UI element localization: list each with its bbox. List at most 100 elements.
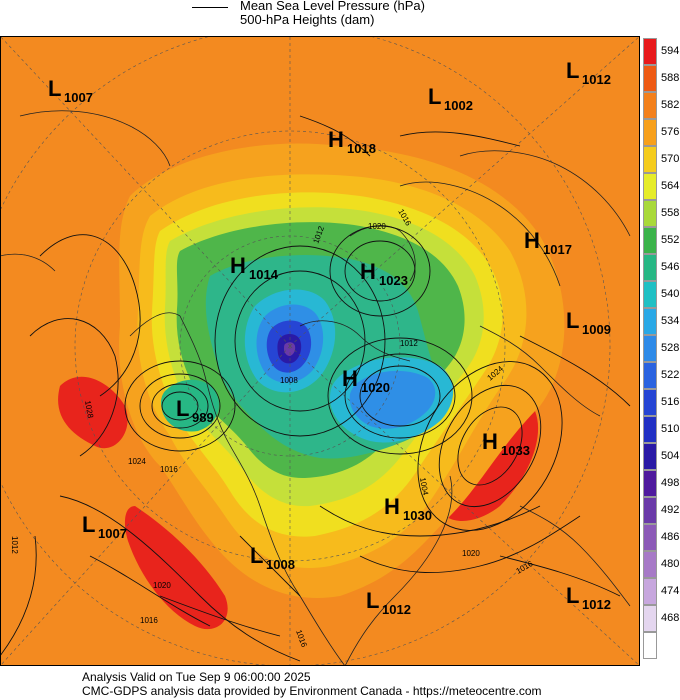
svg-text:L: L xyxy=(366,588,379,613)
svg-text:H: H xyxy=(360,259,376,284)
high-1018-north: H 1018 xyxy=(328,127,376,156)
colorbar-label: 588 xyxy=(661,71,680,84)
high-1020-canada: H 1020 xyxy=(342,366,390,395)
heights-528-canada xyxy=(349,370,436,429)
svg-text:1007: 1007 xyxy=(98,526,127,541)
isobar-legend-label: Mean Sea Level Pressure (hPa) xyxy=(240,0,425,13)
svg-text:H: H xyxy=(524,228,540,253)
colorbar-swatch xyxy=(643,389,657,416)
colorbar-swatch xyxy=(643,281,657,308)
svg-text:1008: 1008 xyxy=(266,557,295,572)
colorbar-label: 516 xyxy=(661,395,680,408)
svg-text:L: L xyxy=(250,543,263,568)
low-1012-southeast: L 1012 xyxy=(566,583,611,612)
colorbar-swatch xyxy=(643,65,657,92)
colorbar-label: 486 xyxy=(661,530,680,543)
colorbar-label: 480 xyxy=(661,557,680,570)
isobar-label: 1020 xyxy=(368,222,386,231)
pressure-centers: L 1007 L 1002 L 1012 H 1018 H 1017 H 101… xyxy=(48,58,611,617)
isobars xyxy=(0,115,631,662)
low-1002-north: L 1002 xyxy=(428,84,473,113)
colorbar-swatch xyxy=(643,524,657,551)
svg-text:1014: 1014 xyxy=(249,267,279,282)
colorbar-swatch xyxy=(643,38,657,65)
svg-text:1002: 1002 xyxy=(444,98,473,113)
svg-text:H: H xyxy=(384,494,400,519)
isobar-legend-line xyxy=(192,7,228,8)
colorbar-swatch xyxy=(643,254,657,281)
isobar-label: 1012 xyxy=(10,536,19,554)
colorbar-label: 546 xyxy=(661,260,680,273)
colorbar-swatch xyxy=(643,335,657,362)
svg-text:1023: 1023 xyxy=(379,273,408,288)
colorbar-label: 498 xyxy=(661,476,680,489)
isobar-label: 1008 xyxy=(280,376,298,385)
svg-text:H: H xyxy=(482,429,498,454)
isobar-label: 1024 xyxy=(128,457,146,466)
map-legend: Mean Sea Level Pressure (hPa) 500-hPa He… xyxy=(0,0,680,32)
colorbar-label: 534 xyxy=(661,314,680,327)
colorbar-label: 522 xyxy=(661,368,680,381)
colorbar-label: 474 xyxy=(661,584,680,597)
heights-492-polar xyxy=(284,342,296,356)
colorbar-swatch xyxy=(643,200,657,227)
isobar-label: 1020 xyxy=(462,549,480,558)
colorbar-swatch xyxy=(643,308,657,335)
svg-text:989: 989 xyxy=(192,410,214,425)
analysis-valid-time: Analysis Valid on Tue Sep 9 06:00:00 202… xyxy=(82,670,311,684)
map-frame xyxy=(0,36,640,666)
svg-text:H: H xyxy=(342,366,358,391)
high-1033-atlantic: H 1033 xyxy=(482,429,530,458)
svg-text:L: L xyxy=(82,512,95,537)
isobar-label: 1020 xyxy=(153,581,171,590)
svg-text:1012: 1012 xyxy=(382,602,411,617)
colorbar-label: 552 xyxy=(661,233,680,246)
low-1012-northeast: L 1012 xyxy=(566,58,611,87)
colorbar-label: 468 xyxy=(661,611,680,624)
colorbar-label: 594 xyxy=(661,44,680,57)
low-1007-northwest: L 1007 xyxy=(48,76,93,105)
colorbar-swatch xyxy=(643,146,657,173)
weather-map: 1016 1012 1020 1028 1008 1016 1016 1020 … xyxy=(0,36,640,666)
colorbar-label: 582 xyxy=(661,98,680,111)
low-1007-pacific: L 1007 xyxy=(82,512,127,541)
colorbar-swatch xyxy=(643,362,657,389)
svg-text:1012: 1012 xyxy=(582,597,611,612)
low-1008-usa: L 1008 xyxy=(250,543,295,572)
colorbar-label: 510 xyxy=(661,422,680,435)
colorbar-swatch xyxy=(643,470,657,497)
svg-text:1020: 1020 xyxy=(361,380,390,395)
isobar-label: 1028 xyxy=(83,400,95,420)
low-989-alaska: L 989 xyxy=(176,396,214,425)
colorbar-swatch xyxy=(643,92,657,119)
colorbar-swatch xyxy=(643,605,657,632)
low-1012-gulf: L 1012 xyxy=(366,588,411,617)
colorbar-label: 504 xyxy=(661,449,680,462)
colorbar-swatch xyxy=(643,227,657,254)
isobar-label: 1016 xyxy=(160,465,178,474)
colorbar-swatch xyxy=(643,551,657,578)
isobar-label: 1004 xyxy=(418,477,430,497)
isobar-label: 1016 xyxy=(140,616,158,625)
high-1014-west: H 1014 xyxy=(230,253,279,282)
colorbar-label: 558 xyxy=(661,206,680,219)
colorbar-swatch xyxy=(643,443,657,470)
graticule xyxy=(0,36,640,666)
high-1023-center: H 1023 xyxy=(360,259,408,288)
svg-text:L: L xyxy=(566,583,579,608)
colorbar-swatch xyxy=(643,119,657,146)
svg-text:1030: 1030 xyxy=(403,508,432,523)
high-1030-canada-east: H 1030 xyxy=(384,494,432,523)
colorbar-label: 564 xyxy=(661,179,680,192)
svg-text:H: H xyxy=(230,253,246,278)
svg-text:1033: 1033 xyxy=(501,443,530,458)
colorbar-swatch xyxy=(643,497,657,524)
colorbar-label: 570 xyxy=(661,152,680,165)
coastlines xyxy=(0,110,631,666)
low-1009-east: L 1009 xyxy=(566,308,611,337)
heights-594-pacific-band xyxy=(58,376,128,449)
svg-text:L: L xyxy=(428,84,441,109)
svg-text:L: L xyxy=(176,396,189,421)
svg-text:H: H xyxy=(328,127,344,152)
high-1017-east: H 1017 xyxy=(524,228,572,257)
